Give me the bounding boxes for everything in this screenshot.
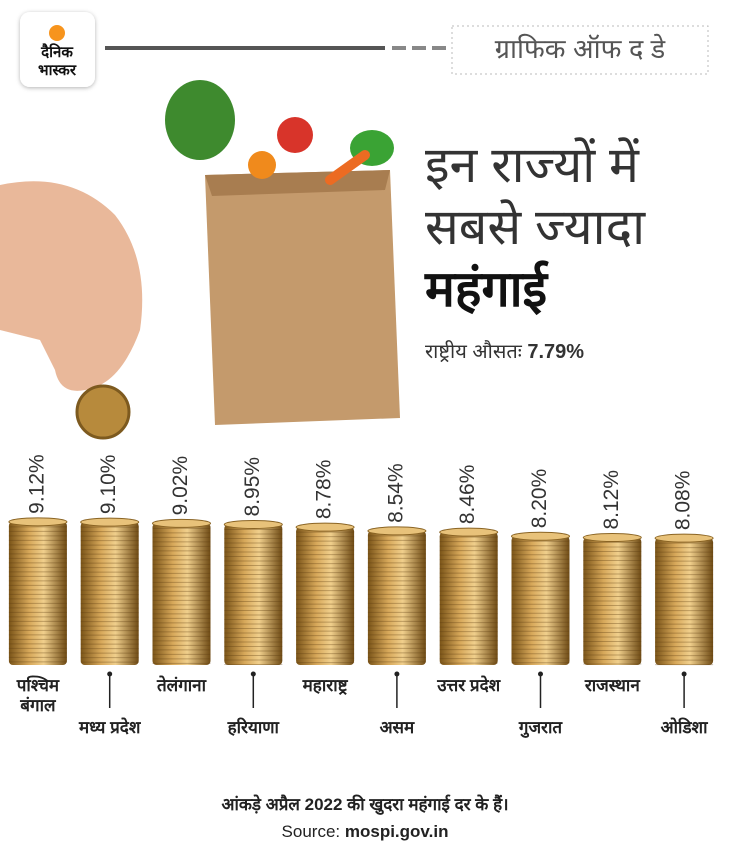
coin-top bbox=[80, 517, 140, 527]
value-label: 8.95% bbox=[241, 457, 264, 517]
coin-top bbox=[367, 526, 427, 536]
coin-stack bbox=[439, 532, 498, 665]
logo-sun bbox=[49, 25, 65, 41]
hand bbox=[0, 181, 143, 391]
category-label: तेलंगाना bbox=[156, 676, 207, 695]
coin-top bbox=[439, 527, 499, 537]
coin-stack bbox=[511, 536, 570, 665]
value-label: 8.08% bbox=[672, 471, 695, 531]
carrot bbox=[325, 150, 370, 185]
orange bbox=[248, 151, 276, 179]
value-label: 8.12% bbox=[600, 470, 623, 530]
coin-chart: 9.12% 9.10% 9.02% 8.95% 8.78% 8.54% 8.46% 8.20%… bbox=[8, 454, 714, 708]
coin-top bbox=[152, 518, 211, 528]
coin-stack bbox=[8, 521, 67, 665]
category-label: असम bbox=[379, 718, 415, 737]
value-label: 9.02% bbox=[169, 456, 192, 516]
tomato bbox=[277, 117, 313, 153]
category-label: उत्तर प्रदेश bbox=[437, 676, 501, 695]
title-line: सबसे ज्यादा bbox=[425, 199, 646, 255]
value-label: 8.54% bbox=[384, 463, 407, 523]
coin-stack bbox=[152, 523, 211, 665]
category-label: महाराष्ट्र bbox=[302, 676, 348, 695]
coin-stack bbox=[296, 527, 355, 665]
source-value: mospi.gov.in bbox=[345, 822, 449, 841]
coin-top bbox=[582, 533, 642, 543]
coin-top bbox=[8, 517, 68, 527]
category-label: मध्य प्रदेश bbox=[78, 718, 141, 737]
coin bbox=[75, 384, 131, 440]
coin-top bbox=[654, 533, 714, 543]
value-label: 9.10% bbox=[97, 455, 120, 515]
category-label: गुजरात bbox=[518, 718, 563, 737]
logo-box bbox=[20, 12, 95, 87]
value-label: 8.46% bbox=[456, 465, 479, 525]
average-label: राष्ट्रीय औसतः 7.79% bbox=[425, 340, 584, 363]
coin-top bbox=[295, 522, 355, 532]
value-label: 9.12% bbox=[25, 454, 48, 514]
coin-stack bbox=[655, 538, 714, 665]
category-label: ओडिशा bbox=[660, 718, 708, 737]
logo-text: दैनिक bbox=[40, 43, 74, 61]
source: Source: mospi.gov.in bbox=[282, 822, 449, 841]
value-label: 8.20% bbox=[528, 469, 551, 529]
header-text: ग्राफिक ऑफ द डे bbox=[495, 33, 666, 64]
footnote: आंकड़े अप्रैल 2022 की खुदरा महंगाई दर के… bbox=[221, 794, 508, 815]
title-line: इन राज्यों में bbox=[425, 137, 640, 193]
greens bbox=[165, 80, 235, 160]
category-label: हरियाणा bbox=[227, 718, 279, 737]
header-box bbox=[451, 25, 709, 75]
coin-stack bbox=[224, 524, 283, 665]
category-label: पश्चिम बंगाल bbox=[16, 676, 60, 715]
category-label: राजस्थान bbox=[584, 676, 640, 695]
coin-stack bbox=[80, 522, 139, 665]
coin-stack bbox=[583, 537, 642, 665]
average-label: राष्ट्रीय औसतः bbox=[425, 340, 523, 363]
coin-top bbox=[511, 531, 570, 541]
source-label: Source: bbox=[282, 822, 341, 841]
coin-top bbox=[223, 519, 283, 529]
logo-text: भास्कर bbox=[38, 62, 77, 79]
coin-stack bbox=[367, 530, 426, 665]
average-value: 7.79% bbox=[527, 341, 584, 363]
bag bbox=[205, 170, 400, 425]
value-label: 8.78% bbox=[313, 460, 336, 520]
title-line: महंगाई bbox=[424, 260, 550, 317]
bag-fold bbox=[205, 170, 390, 196]
